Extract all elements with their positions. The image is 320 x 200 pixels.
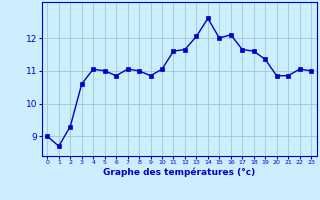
X-axis label: Graphe des températures (°c): Graphe des températures (°c)	[103, 168, 255, 177]
